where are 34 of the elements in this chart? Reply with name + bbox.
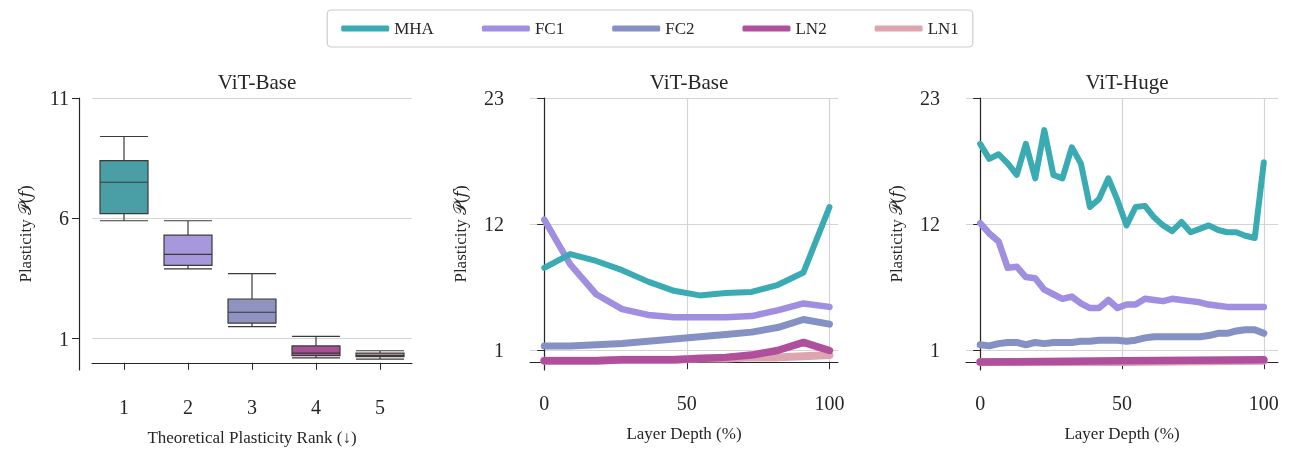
y-axis-title: Plasticity 𝒫(𝑓)	[887, 185, 906, 283]
y-tick-label: 23	[920, 87, 940, 109]
y-tick-label: 12	[920, 213, 940, 236]
x-tick-label: 0	[975, 392, 986, 414]
y-tick-label: 6	[59, 207, 69, 230]
x-axis-title: Layer Depth (%)	[626, 424, 742, 443]
y-tick-label: 11	[49, 87, 69, 109]
x-tick-label: 0	[539, 392, 550, 414]
x-tick-label: 50	[1112, 392, 1132, 414]
legend-label: LN1	[927, 19, 959, 38]
x-tick-label: 3	[247, 396, 257, 418]
x-tick-label: 1	[119, 396, 129, 418]
x-axis-title: Theoretical Plasticity Rank (↓)	[147, 428, 357, 447]
legend-label: MHA	[394, 19, 435, 38]
y-tick-label: 23	[484, 87, 504, 109]
x-tick-label: 5	[375, 396, 385, 418]
legend-label: LN2	[795, 19, 827, 38]
legend-label: FC2	[665, 19, 695, 38]
chart-title: ViT-Base	[649, 69, 729, 94]
chart-title: ViT-Base	[217, 69, 297, 94]
x-tick-label: 50	[676, 392, 697, 414]
y-tick-label: 1	[494, 339, 504, 362]
x-tick-label: 4	[311, 396, 321, 418]
y-axis-title: Plasticity 𝒫(𝑓)	[451, 185, 470, 283]
y-axis-title: Plasticity 𝒫(𝑓)	[16, 185, 35, 283]
y-tick-label: 1	[59, 327, 69, 350]
x-tick-label: 100	[1248, 392, 1279, 414]
x-tick-label: 2	[183, 396, 193, 418]
chart-title: ViT-Huge	[1085, 69, 1169, 94]
y-tick-label: 12	[484, 213, 504, 236]
y-tick-label: 1	[930, 339, 940, 362]
legend-label: FC1	[534, 19, 565, 38]
x-axis-title: Layer Depth (%)	[1064, 424, 1180, 443]
x-tick-label: 100	[814, 392, 845, 414]
